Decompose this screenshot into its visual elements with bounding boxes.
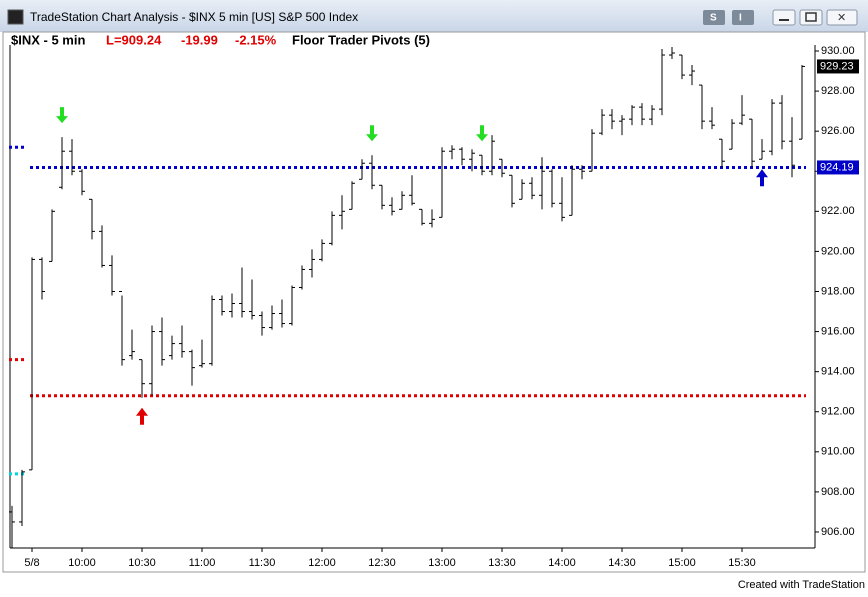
x-tick-label: 11:00 xyxy=(189,557,216,569)
y-tick-label: 908.00 xyxy=(821,486,855,498)
symbol-button[interactable] xyxy=(703,10,725,25)
symbol-label: $INX - 5 min xyxy=(11,32,85,47)
chart-frame xyxy=(2,31,866,573)
study-label: Floor Trader Pivots (5) xyxy=(292,32,430,47)
app-icon xyxy=(7,9,24,25)
x-tick-label: 13:00 xyxy=(428,557,456,569)
x-tick-label: 14:30 xyxy=(608,557,636,569)
x-tick-label: 10:30 xyxy=(128,557,156,569)
footer: Created with TradeStation xyxy=(738,579,865,591)
x-tick-label: 14:00 xyxy=(548,557,576,569)
window-title: TradeStation Chart Analysis - $INX 5 min… xyxy=(30,10,358,24)
signal-arrow xyxy=(476,125,488,142)
y-tick-label: 928.00 xyxy=(821,85,855,97)
last-price-label: 929.23 xyxy=(820,60,854,72)
y-tick-label: 930.00 xyxy=(821,45,855,57)
y-tick-label: 916.00 xyxy=(821,325,855,337)
pivot-price-box xyxy=(817,160,859,175)
x-tick-label: 15:30 xyxy=(728,557,756,569)
y-tick-label: 912.00 xyxy=(821,406,855,418)
signal-arrow xyxy=(56,107,68,124)
x-tick-label: 11:30 xyxy=(249,557,276,569)
x-tick-label: 12:00 xyxy=(308,557,336,569)
minimize-icon xyxy=(779,19,789,21)
change-label: -19.99 xyxy=(181,32,218,47)
insert-button-label[interactable]: I xyxy=(739,13,742,24)
close-icon: ✕ xyxy=(837,12,846,24)
x-tick-label: 13:30 xyxy=(488,557,516,569)
last-price-box xyxy=(817,59,859,74)
x-tick-label: 10:00 xyxy=(68,557,96,569)
x-tick-label: 5/8 xyxy=(24,557,39,569)
x-tick-label: 12:30 xyxy=(368,557,396,569)
insert-button[interactable] xyxy=(732,10,754,25)
signal-arrow xyxy=(136,407,148,425)
y-tick-label: 906.00 xyxy=(821,526,855,538)
y-tick-label: 926.00 xyxy=(821,125,855,137)
x-tick-label: 15:00 xyxy=(668,557,696,569)
change-pct-label: -2.15% xyxy=(235,32,277,47)
symbol-button-label[interactable]: S xyxy=(710,13,717,24)
last-label: L=909.24 xyxy=(106,32,162,47)
maximize-icon xyxy=(805,12,817,22)
y-tick-label: 920.00 xyxy=(821,245,855,257)
y-tick-label: 922.00 xyxy=(821,205,855,217)
y-tick-label: 910.00 xyxy=(821,446,855,458)
close-button[interactable] xyxy=(826,9,858,26)
signal-arrow xyxy=(366,125,378,142)
pivot-price-label: 924.19 xyxy=(820,161,854,173)
minimize-button[interactable] xyxy=(772,9,796,26)
y-tick-label: 918.00 xyxy=(821,285,855,297)
signal-arrow xyxy=(756,169,768,187)
y-tick-label: 914.00 xyxy=(821,366,855,378)
